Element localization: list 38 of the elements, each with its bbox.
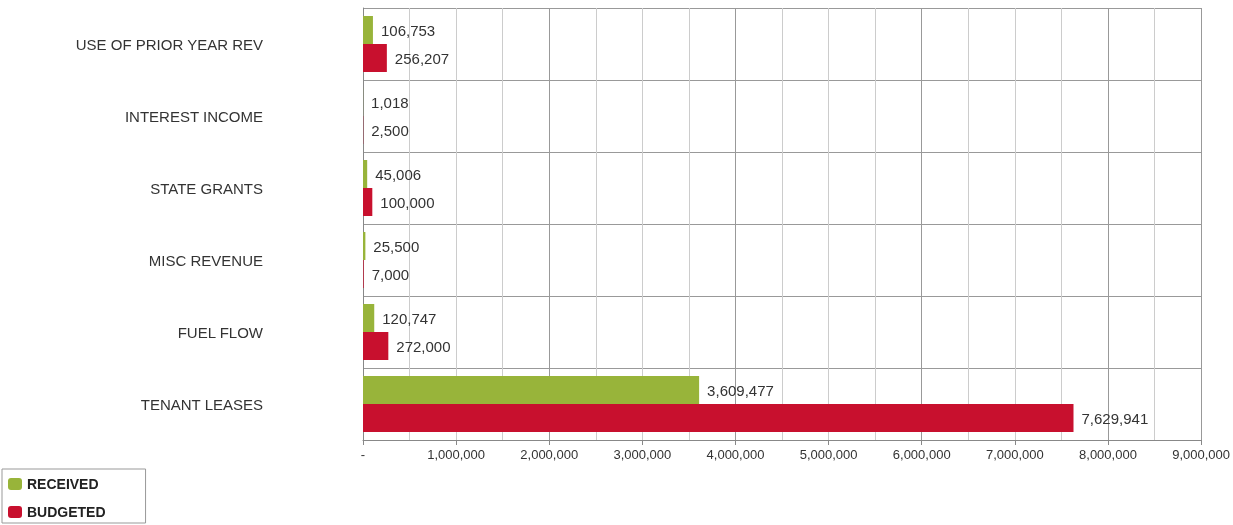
data-label: 25,500 xyxy=(373,237,420,255)
y-tick-label: INTEREST INCOME xyxy=(124,107,263,125)
data-label: 7,629,941 xyxy=(1081,409,1149,427)
x-tick-label: 4,000,000 xyxy=(706,447,765,462)
x-tick-label: 1,000,000 xyxy=(427,447,486,462)
legend-label: BUDGETED xyxy=(27,504,106,520)
x-tick-label: 7,000,000 xyxy=(985,447,1044,462)
x-tick-label: 2,000,000 xyxy=(520,447,579,462)
bar xyxy=(363,44,387,72)
y-tick-label: TENANT LEASES xyxy=(140,395,263,413)
bar xyxy=(363,404,1074,432)
data-label: 1,018 xyxy=(371,93,409,111)
y-tick-label: MISC REVENUE xyxy=(148,251,263,269)
x-tick-label: 3,000,000 xyxy=(613,447,672,462)
bar xyxy=(363,160,368,188)
y-tick-label: FUEL FLOW xyxy=(177,323,264,341)
data-label: 120,747 xyxy=(382,309,437,327)
x-tick-label: 9,000,000 xyxy=(1172,447,1231,462)
bar xyxy=(363,188,373,216)
bar xyxy=(363,16,373,44)
data-label: 100,000 xyxy=(380,193,435,211)
y-tick-label: STATE GRANTS xyxy=(150,179,263,197)
x-tick-label: 5,000,000 xyxy=(799,447,858,462)
x-tick-label: 6,000,000 xyxy=(892,447,951,462)
data-label: 2,500 xyxy=(371,121,409,139)
bar xyxy=(363,304,375,332)
y-tick-label: USE OF PRIOR YEAR REV xyxy=(75,35,263,53)
data-label: 272,000 xyxy=(396,337,451,355)
data-label: 7,000 xyxy=(371,265,410,283)
x-tick-label: 8,000,000 xyxy=(1079,447,1137,462)
legend-label: RECEIVED xyxy=(27,476,99,492)
data-label: 3,609,477 xyxy=(707,381,774,399)
data-label: 45,006 xyxy=(375,165,422,183)
data-label: 256,207 xyxy=(394,49,450,67)
x-tick-label: - xyxy=(360,447,366,462)
bar xyxy=(363,376,700,404)
data-label: 106,753 xyxy=(380,21,436,39)
bar xyxy=(363,332,389,360)
